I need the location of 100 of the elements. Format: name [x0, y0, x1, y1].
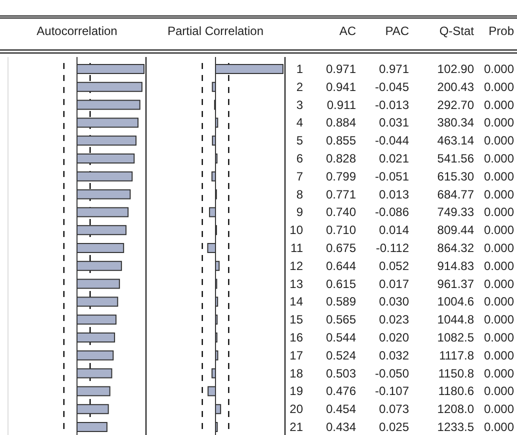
- text: 0.000: [484, 258, 514, 273]
- data-label: 0.941: [326, 80, 356, 94]
- bar: [76, 386, 110, 396]
- text: 1082.5: [437, 330, 474, 344]
- text: PAC: [385, 24, 410, 38]
- text: 380.34: [437, 116, 474, 130]
- data-label: 0.544: [326, 330, 356, 344]
- bar: [76, 422, 108, 432]
- text: 0.000: [484, 223, 514, 238]
- bar: [76, 404, 109, 414]
- bar: [76, 332, 116, 342]
- text: 1004.6: [437, 294, 474, 309]
- text: AC: [339, 24, 356, 38]
- y-tick-label: 19: [290, 384, 304, 398]
- data-label: 0.025: [378, 420, 410, 434]
- data-label: 0.828: [326, 152, 356, 166]
- text: 0.000: [484, 169, 514, 184]
- bar: [76, 350, 114, 360]
- text: 809.44: [437, 223, 474, 238]
- y-tick-label: 4: [296, 116, 304, 130]
- text: 914.83: [437, 258, 474, 273]
- data-label: 0.971: [326, 62, 356, 76]
- text: 0.000: [484, 187, 514, 202]
- data-label: -0.107: [374, 384, 410, 398]
- text: 1044.8: [437, 312, 474, 327]
- data-label: 0.014: [378, 223, 410, 238]
- data-label: 0.030: [378, 294, 410, 309]
- data-label: 0.020: [378, 330, 410, 344]
- text: 0.000: [484, 276, 514, 291]
- y-tick-label: 13: [290, 276, 304, 291]
- y-tick-label: 7: [296, 169, 304, 184]
- data-label: 0.454: [326, 402, 356, 416]
- text: Q-Stat: [439, 24, 475, 38]
- text: 961.37: [437, 276, 474, 291]
- data-label: 0.971: [378, 62, 410, 76]
- text: 0.000: [484, 366, 514, 380]
- text: 615.30: [437, 169, 474, 184]
- bar: [212, 368, 216, 378]
- bar: [76, 154, 135, 164]
- text: 0.000: [484, 312, 514, 327]
- text: 1208.0: [437, 402, 474, 416]
- y-tick-label: 3: [296, 98, 304, 112]
- bar: [76, 207, 129, 218]
- data-label: 0.799: [326, 169, 356, 184]
- text: 200.43: [437, 80, 474, 94]
- text: 0.000: [484, 80, 514, 94]
- bar: [76, 260, 122, 271]
- data-label: -0.051: [374, 169, 410, 184]
- text: 0.000: [484, 330, 514, 344]
- text: 0.000: [484, 294, 514, 309]
- bar: [215, 296, 218, 307]
- y-tick-label: 18: [290, 366, 304, 380]
- bar: [76, 278, 120, 289]
- bar: [209, 207, 216, 218]
- bar: [76, 368, 112, 378]
- data-label: -0.050: [374, 366, 410, 380]
- text: 0.000: [484, 402, 514, 416]
- data-label: 0.031: [378, 116, 410, 130]
- text: 1233.5: [437, 420, 474, 434]
- y-tick-label: 10: [290, 223, 304, 238]
- bar: [215, 64, 284, 74]
- data-label: 0.503: [326, 366, 356, 380]
- text: 864.32: [437, 241, 474, 255]
- bar: [215, 350, 218, 360]
- y-tick-label: 11: [290, 241, 304, 255]
- text: 0.000: [484, 152, 514, 166]
- text: 292.70: [437, 98, 474, 112]
- y-tick-label: 5: [296, 134, 304, 148]
- data-label: 0.710: [326, 223, 356, 238]
- text: 1150.8: [438, 366, 474, 380]
- data-label: -0.086: [374, 205, 410, 220]
- bar: [208, 386, 216, 396]
- data-label: 0.021: [378, 152, 410, 166]
- bar: [76, 243, 124, 253]
- data-label: 0.565: [326, 312, 356, 327]
- data-label: 0.740: [326, 205, 356, 220]
- bar: [76, 136, 136, 146]
- text: 463.14: [437, 134, 474, 148]
- text: Prob: [488, 24, 514, 38]
- data-label: 0.017: [378, 276, 410, 291]
- data-label: 0.644: [326, 258, 356, 273]
- bar: [76, 296, 118, 307]
- bar: [211, 171, 216, 182]
- bar: [76, 225, 126, 236]
- y-tick-label: 9: [296, 205, 304, 220]
- data-label: 0.476: [326, 384, 356, 398]
- chart-title: Autocorrelation: [36, 24, 118, 38]
- data-label: 0.589: [326, 294, 356, 309]
- bar: [76, 82, 142, 92]
- bar: [76, 64, 144, 74]
- bar: [215, 404, 222, 414]
- y-tick-label: 15: [290, 312, 304, 327]
- text: 749.33: [437, 205, 474, 220]
- bar: [76, 118, 138, 128]
- data-label: 0.023: [378, 312, 410, 327]
- y-tick-label: 2: [296, 80, 304, 94]
- bar: [76, 100, 140, 110]
- bar: [215, 118, 218, 128]
- y-tick-label: 8: [296, 187, 304, 202]
- data-label: 0.434: [326, 420, 356, 434]
